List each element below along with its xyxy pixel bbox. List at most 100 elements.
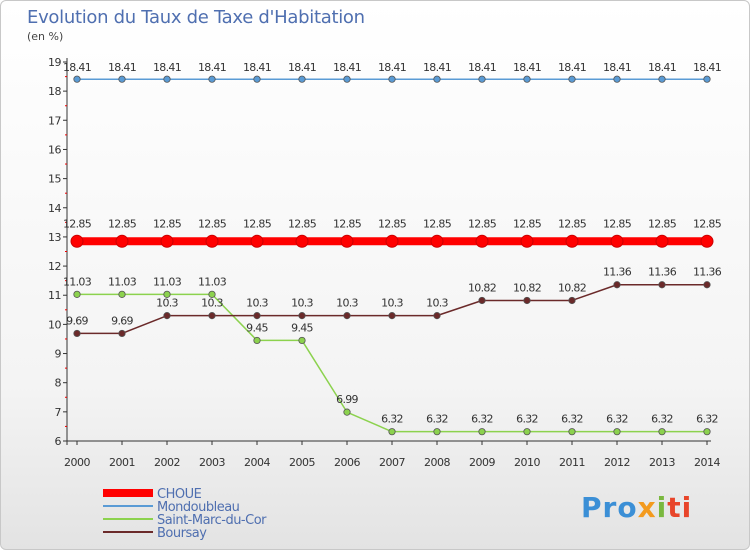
data-point [433,75,441,83]
legend-swatch [103,518,153,520]
data-point [658,428,666,436]
data-label: 6.32 [471,413,493,426]
data-label: 12.85 [693,217,722,230]
x-tick-label: 2008 [424,456,450,469]
data-point [163,75,171,83]
data-point [568,296,576,305]
y-tick-label: 16 [48,143,61,156]
data-point [115,234,129,248]
data-point [73,75,81,83]
legend-label: Saint-Marc-du-Cor [157,513,267,528]
data-label: 12.85 [333,217,362,230]
y-tick-label: 19 [48,56,61,69]
data-label: 11.03 [153,275,182,288]
data-point [430,234,444,248]
legend-swatch [103,531,153,533]
data-point [253,312,261,320]
logo-text-part: Pro [581,491,638,524]
data-label: 18.41 [648,61,676,74]
y-tick-label: 18 [48,85,61,98]
data-point [658,281,666,289]
data-label: 6.32 [651,413,673,426]
data-label: 10.82 [513,281,541,294]
x-tick-label: 2012 [604,456,630,469]
data-label: 6.32 [561,413,583,426]
x-tick-label: 2011 [559,456,585,469]
data-point [568,428,576,436]
data-point [208,75,216,83]
data-point [613,428,621,436]
data-label: 12.85 [63,217,92,230]
data-label: 10.3 [246,297,268,310]
data-point [298,336,306,345]
data-point [565,234,579,248]
data-label: 12.85 [153,217,182,230]
data-label: 12.85 [108,217,137,230]
data-label: 6.32 [606,413,628,426]
y-tick-label: 13 [48,231,61,244]
data-label: 11.36 [603,266,632,279]
data-label: 10.3 [381,297,403,310]
data-point [520,234,534,248]
data-label: 9.69 [111,314,133,327]
chart-title: Evolution du Taux de Taxe d'Habitation [27,7,365,28]
data-point [388,312,396,320]
y-tick-label: 9 [55,348,62,361]
data-point [388,75,396,83]
data-point [118,75,126,83]
data-label: 11.36 [693,266,722,279]
x-tick-label: 2014 [694,456,720,469]
data-label: 10.3 [291,297,313,310]
data-point [655,234,669,248]
y-tick-label: 10 [48,318,61,331]
data-point [208,312,216,320]
data-label: 12.85 [423,217,452,230]
data-label: 18.41 [243,61,271,74]
y-tick-label: 12 [48,260,61,273]
data-point [343,408,351,416]
data-label: 18.41 [198,61,226,74]
x-tick-label: 2000 [64,456,90,469]
x-tick-label: 2010 [514,456,540,469]
data-point [160,234,174,248]
legend-label: Boursay [157,526,207,541]
data-label: 11.03 [63,275,92,288]
data-label: 18.41 [558,61,586,74]
legend-swatch [103,505,153,507]
data-label: 12.85 [198,217,227,230]
y-tick-label: 14 [48,202,61,215]
x-tick-label: 2013 [649,456,675,469]
data-point [703,75,711,83]
data-point [208,290,216,298]
data-label: 11.03 [198,275,227,288]
y-tick-label: 8 [55,377,62,390]
data-point [700,234,714,248]
data-label: 18.41 [603,61,631,74]
data-label: 18.41 [693,61,721,74]
data-label: 12.85 [603,217,632,230]
data-point [523,75,531,83]
data-label: 18.41 [423,61,451,74]
data-label: 12.85 [243,217,272,230]
data-label: 9.45 [291,321,313,334]
data-point [613,75,621,83]
data-point [613,281,621,289]
data-point [475,234,489,248]
data-point [658,75,666,83]
legend-swatch [103,489,153,497]
x-tick-label: 2009 [469,456,495,469]
data-label: 10.3 [156,297,178,310]
data-label: 18.41 [513,61,541,74]
data-label: 18.41 [63,61,91,74]
data-point [343,312,351,320]
data-point [73,290,81,298]
data-point [163,290,171,298]
logo-text-part: ti [667,491,693,524]
x-tick-label: 2006 [334,456,360,469]
data-label: 10.3 [201,297,223,310]
data-point [250,234,264,248]
data-label: 12.85 [378,217,407,230]
data-point [343,75,351,83]
data-point [478,296,486,305]
y-tick-label: 15 [48,173,61,186]
